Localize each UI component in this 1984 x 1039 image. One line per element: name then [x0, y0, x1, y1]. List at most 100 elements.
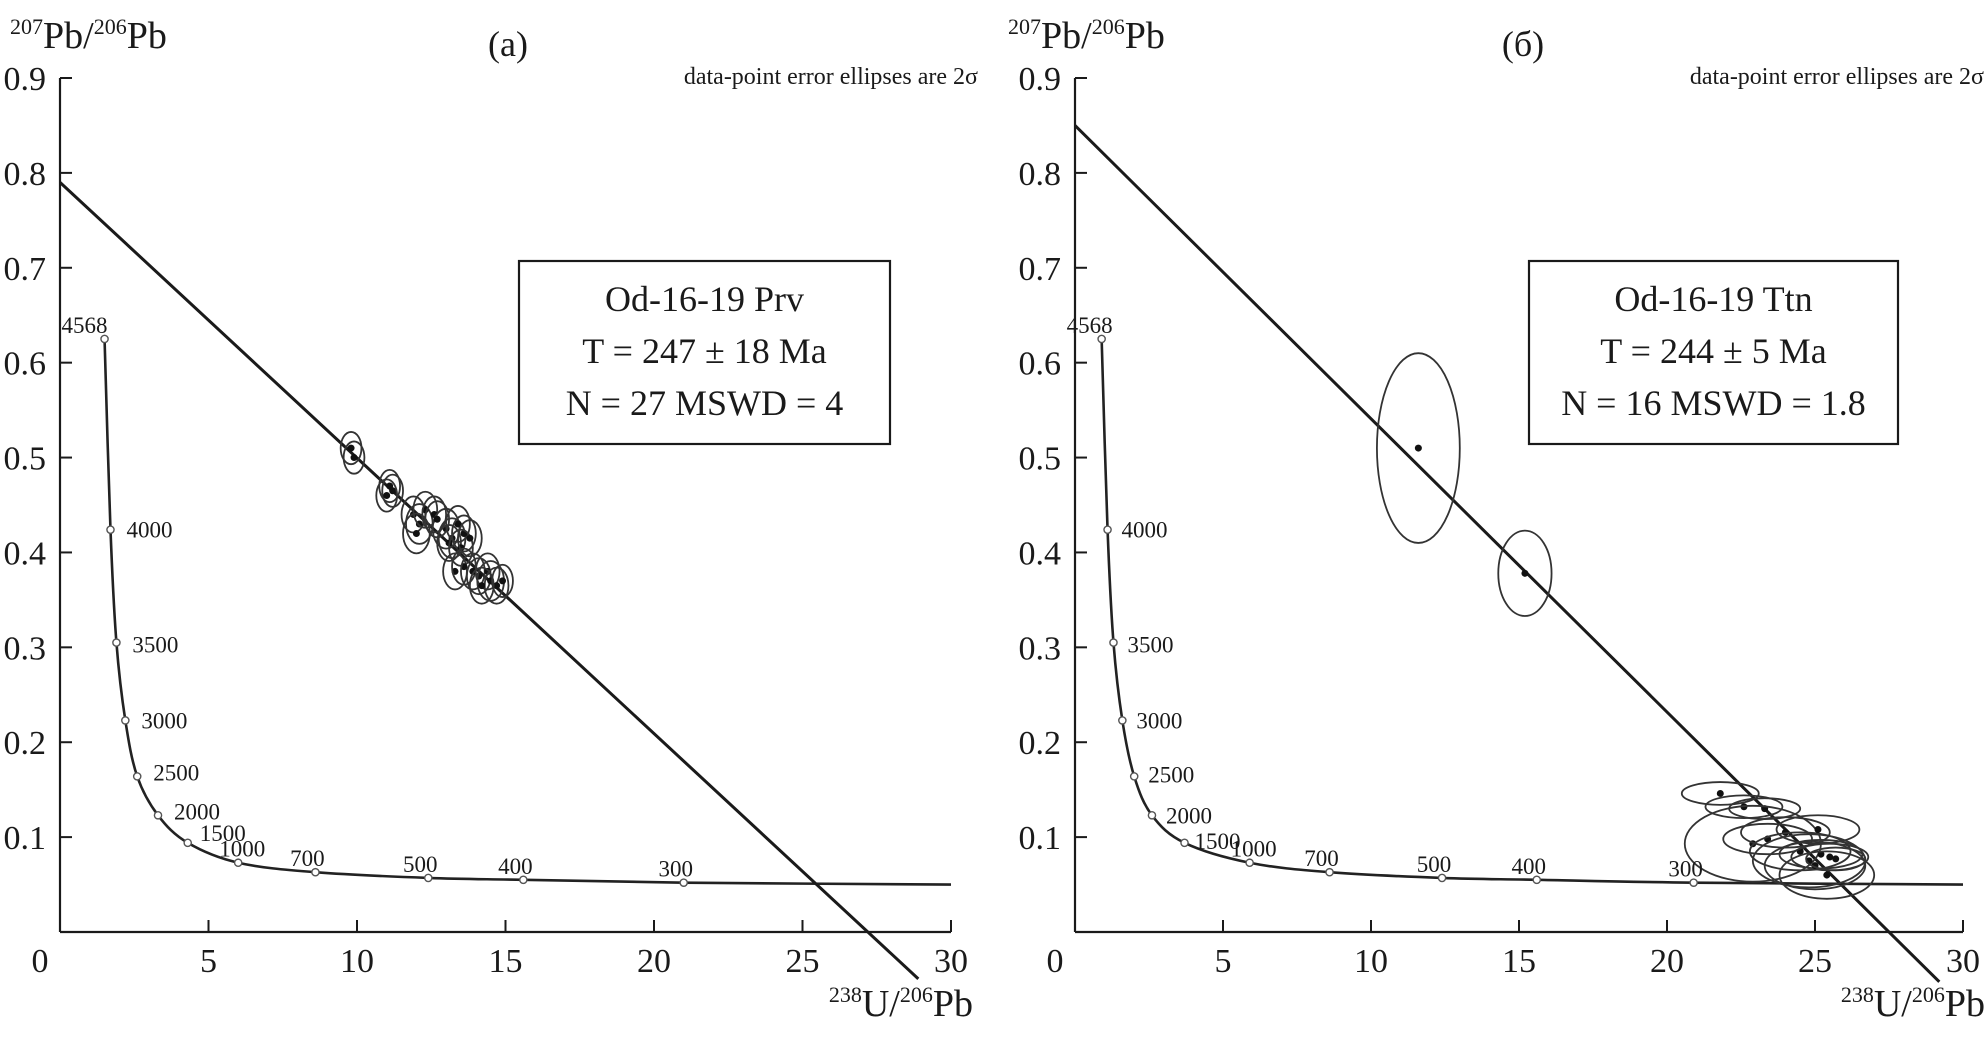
y-tick-label: 0.5	[4, 441, 47, 478]
age-label: 4568	[62, 313, 108, 338]
x-axis-title: 238U/206Pb	[1841, 982, 1984, 1025]
x-axis-title-sup2: 206	[1912, 982, 1945, 1007]
age-label: 500	[403, 852, 438, 877]
x-axis-title-main: U/	[1874, 983, 1912, 1025]
x-axis-title-tail: Pb	[1945, 983, 1984, 1025]
concordia-curve	[1100, 338, 1964, 886]
result-line: Od-16-19 Prv	[605, 279, 804, 319]
error-ellipse	[381, 473, 404, 508]
y-axis-title: 207Pb/206Pb	[1008, 14, 1165, 57]
data-point	[1832, 855, 1840, 863]
error-ellipse	[1680, 781, 1760, 806]
age-label: 700	[1304, 846, 1339, 871]
age-label: 4000	[126, 518, 172, 543]
result-line: N = 16 MSWD = 1.8	[1561, 383, 1866, 423]
x-tick-label: 20	[637, 943, 671, 980]
age-marker	[1180, 838, 1189, 848]
data-point	[389, 487, 397, 495]
age-label: 700	[290, 846, 325, 871]
age-marker	[121, 716, 130, 725]
x-tick-label: 20	[1650, 943, 1684, 980]
error-ellipse	[1722, 822, 1813, 856]
error-ellipse	[1805, 846, 1867, 872]
age-label: 1500	[1195, 829, 1241, 854]
x-tick-label: 0	[1047, 943, 1064, 980]
data-point	[1814, 826, 1822, 834]
error-ellipse-note: data-point error ellipses are 2σ	[684, 64, 978, 90]
y-axis-title-sup2: 206	[1092, 14, 1125, 39]
age-marker	[1129, 772, 1139, 781]
age-marker	[1689, 878, 1698, 887]
x-tick-label: 0	[32, 943, 49, 980]
age-label: 3000	[1136, 708, 1182, 733]
y-tick-label: 0.7	[4, 251, 47, 288]
error-ellipse	[342, 440, 366, 475]
age-label: 4000	[1122, 518, 1168, 543]
error-ellipse	[424, 500, 450, 539]
x-axis-title-tail: Pb	[933, 983, 973, 1025]
y-tick-label: 0.7	[1019, 251, 1062, 288]
y-tick-label: 0.4	[4, 535, 47, 572]
age-marker	[1245, 858, 1254, 868]
age-label: 4568	[1067, 313, 1113, 338]
x-axis-title-main: U/	[862, 983, 900, 1025]
result-line: Od-16-19 Ttn	[1614, 279, 1812, 319]
y-tick-label: 0.2	[1019, 725, 1062, 762]
age-label: 3000	[141, 708, 187, 733]
data-point	[478, 582, 486, 590]
data-point	[412, 529, 420, 537]
data-point	[1826, 853, 1834, 861]
result-line: T = 244 ± 5 Ma	[1600, 331, 1826, 371]
age-label: 1000	[1231, 837, 1277, 862]
y-axis-title-main: Pb/	[1041, 15, 1092, 57]
data-point	[1521, 569, 1529, 577]
age-marker	[1103, 525, 1112, 534]
data-point	[347, 444, 355, 452]
age-label: 1500	[200, 821, 246, 846]
result-box	[1527, 259, 1900, 446]
age-marker	[100, 334, 109, 344]
error-ellipse	[1778, 850, 1876, 900]
error-ellipse	[375, 478, 398, 513]
error-ellipse-note: data-point error ellipses are 2σ	[1690, 64, 1984, 90]
y-tick-label: 0.9	[4, 61, 47, 98]
age-label: 1000	[219, 837, 265, 862]
x-axis-title-sup: 238	[1841, 982, 1874, 1007]
age-marker	[106, 525, 115, 534]
age-marker	[153, 810, 163, 820]
y-axis-title-tail: Pb	[127, 15, 167, 57]
data-point	[499, 577, 507, 585]
age-marker	[679, 878, 689, 887]
y-axis-title-sup2: 206	[94, 14, 127, 39]
age-label: 2000	[1166, 803, 1212, 828]
data-point	[1823, 871, 1831, 879]
error-ellipse	[1376, 352, 1461, 544]
error-ellipse	[491, 563, 514, 598]
y-tick-label: 0.8	[1019, 156, 1062, 193]
age-label: 2500	[1148, 762, 1194, 787]
y-tick-label: 0.6	[1019, 346, 1062, 383]
concordia-curve	[103, 338, 952, 886]
error-ellipse	[1748, 831, 1852, 872]
y-tick-label: 0.4	[1019, 535, 1062, 572]
x-tick-label: 25	[1798, 943, 1832, 980]
age-label: 400	[1512, 854, 1547, 879]
error-ellipse	[474, 552, 501, 591]
data-point	[454, 520, 462, 528]
age-marker	[1097, 334, 1106, 344]
data-point	[469, 567, 477, 575]
age-label: 400	[498, 854, 533, 879]
y-axis-title-sup: 207	[10, 14, 43, 39]
age-marker	[233, 858, 243, 868]
data-point	[466, 534, 474, 542]
age-marker	[1147, 810, 1157, 820]
panel-b: 0.10.20.30.40.50.60.70.80.90 5 10 15 20 25 302…	[1008, 14, 1984, 1025]
panel-label: (a)	[488, 24, 528, 64]
data-point	[350, 454, 358, 462]
error-ellipse	[468, 566, 495, 605]
age-label: 3500	[132, 633, 178, 658]
age-marker	[1532, 875, 1542, 885]
panel-label: (б)	[1502, 24, 1544, 64]
data-point	[1716, 789, 1724, 797]
